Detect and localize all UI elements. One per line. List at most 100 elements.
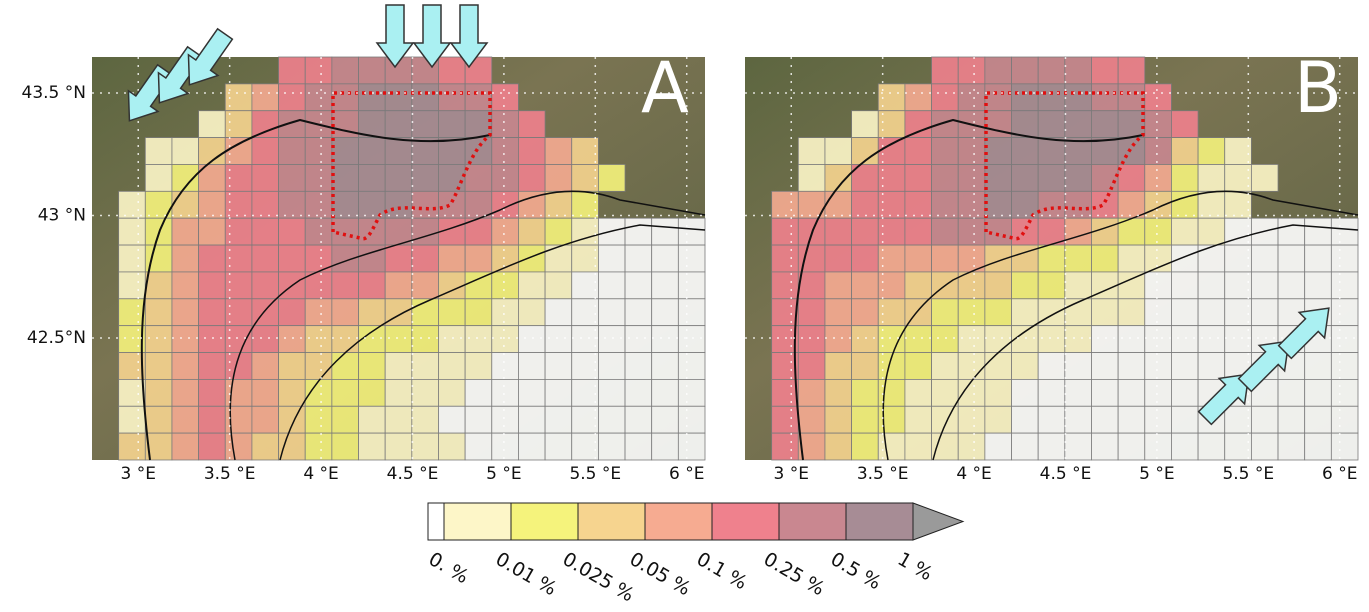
grid-cell bbox=[385, 353, 412, 380]
grid-cell bbox=[332, 272, 359, 299]
grid-cell bbox=[1012, 379, 1039, 406]
grid-cell bbox=[385, 299, 412, 326]
grid-cell bbox=[798, 299, 825, 326]
grid-cell bbox=[1118, 57, 1145, 84]
grid-cell bbox=[932, 57, 959, 84]
grid-cell bbox=[1012, 433, 1039, 460]
grid-cell bbox=[985, 299, 1012, 326]
grid-cell bbox=[545, 379, 572, 406]
grid-cell bbox=[825, 191, 852, 218]
grid-cell bbox=[878, 433, 905, 460]
grid-cell bbox=[279, 433, 306, 460]
grid-cell bbox=[385, 272, 412, 299]
grid-cell bbox=[305, 353, 332, 380]
grid-cell bbox=[1251, 433, 1278, 460]
panel-label: A bbox=[641, 47, 689, 129]
grid-cell bbox=[252, 191, 279, 218]
grid-cell bbox=[652, 218, 679, 245]
grid-cell bbox=[598, 406, 625, 433]
grid-cell bbox=[492, 272, 519, 299]
grid-cell bbox=[1225, 299, 1252, 326]
grid-cell bbox=[852, 111, 879, 138]
grid-cell bbox=[1278, 272, 1305, 299]
grid-cell bbox=[332, 406, 359, 433]
grid-cell bbox=[625, 245, 652, 272]
grid-cell bbox=[385, 379, 412, 406]
grid-cell bbox=[332, 379, 359, 406]
grid-cell bbox=[438, 299, 465, 326]
grid-cell bbox=[932, 245, 959, 272]
grid-cell bbox=[332, 57, 359, 84]
grid-cell bbox=[465, 164, 492, 191]
grid-cell bbox=[145, 326, 172, 353]
grid-cell bbox=[1012, 218, 1039, 245]
grid-cell bbox=[1118, 245, 1145, 272]
grid-cell bbox=[1091, 245, 1118, 272]
grid-cell bbox=[359, 406, 386, 433]
grid-cell bbox=[878, 272, 905, 299]
grid-cell bbox=[1145, 353, 1172, 380]
grid-cell bbox=[119, 299, 146, 326]
grid-cell bbox=[385, 191, 412, 218]
grid-cell bbox=[1065, 191, 1092, 218]
grid-cell bbox=[1331, 218, 1358, 245]
grid-cell bbox=[359, 379, 386, 406]
grid-cell bbox=[1225, 433, 1252, 460]
grid-cell bbox=[465, 406, 492, 433]
grid-cell bbox=[492, 218, 519, 245]
grid-cell bbox=[1278, 218, 1305, 245]
grid-cell bbox=[1091, 164, 1118, 191]
grid-cell bbox=[385, 138, 412, 165]
grid-cell bbox=[279, 245, 306, 272]
grid-cell bbox=[438, 379, 465, 406]
grid-cell bbox=[412, 326, 439, 353]
grid-cell bbox=[199, 245, 226, 272]
grid-cell bbox=[1225, 245, 1252, 272]
grid-cell bbox=[932, 379, 959, 406]
grid-cell bbox=[1145, 433, 1172, 460]
grid-cell bbox=[772, 191, 799, 218]
grid-cell bbox=[359, 218, 386, 245]
grid-cell bbox=[492, 84, 519, 111]
grid-cell bbox=[172, 272, 199, 299]
grid-cell bbox=[598, 299, 625, 326]
grid-cell bbox=[905, 326, 932, 353]
grid-cell bbox=[985, 218, 1012, 245]
grid-cell bbox=[1118, 164, 1145, 191]
grid-cell bbox=[1278, 379, 1305, 406]
grid-cell bbox=[985, 138, 1012, 165]
grid-cell bbox=[1145, 326, 1172, 353]
grid-cell bbox=[1012, 299, 1039, 326]
grid-cell bbox=[199, 272, 226, 299]
grid-cell bbox=[1145, 164, 1172, 191]
grid-cell bbox=[1118, 299, 1145, 326]
grid-cell bbox=[905, 164, 932, 191]
x-tick-label: 5 °E bbox=[1139, 464, 1174, 484]
grid-cell bbox=[332, 433, 359, 460]
grid-cell bbox=[465, 353, 492, 380]
grid-cell bbox=[678, 406, 705, 433]
grid-cell bbox=[932, 84, 959, 111]
grid-cell bbox=[305, 218, 332, 245]
map-panel: 3 °E3.5 °E4 °E4.5 °E5 °E5.5 °E6 °E42.5°N… bbox=[22, 47, 705, 484]
grid-cell bbox=[1118, 353, 1145, 380]
grid-cell bbox=[252, 272, 279, 299]
grid-cell bbox=[119, 245, 146, 272]
grid-cell bbox=[279, 191, 306, 218]
grid-cell bbox=[598, 272, 625, 299]
grid-cell bbox=[1038, 433, 1065, 460]
grid-cell bbox=[359, 84, 386, 111]
grid-cell bbox=[412, 406, 439, 433]
grid-cell bbox=[905, 245, 932, 272]
grid-cell bbox=[1038, 111, 1065, 138]
grid-cell bbox=[825, 379, 852, 406]
grid-cell bbox=[958, 406, 985, 433]
grid-cell bbox=[772, 218, 799, 245]
grid-cell bbox=[1118, 84, 1145, 111]
grid-cell bbox=[518, 111, 545, 138]
grid-cell bbox=[1065, 326, 1092, 353]
x-tick-label: 4 °E bbox=[303, 464, 338, 484]
grid-cell bbox=[625, 299, 652, 326]
grid-cell bbox=[199, 326, 226, 353]
